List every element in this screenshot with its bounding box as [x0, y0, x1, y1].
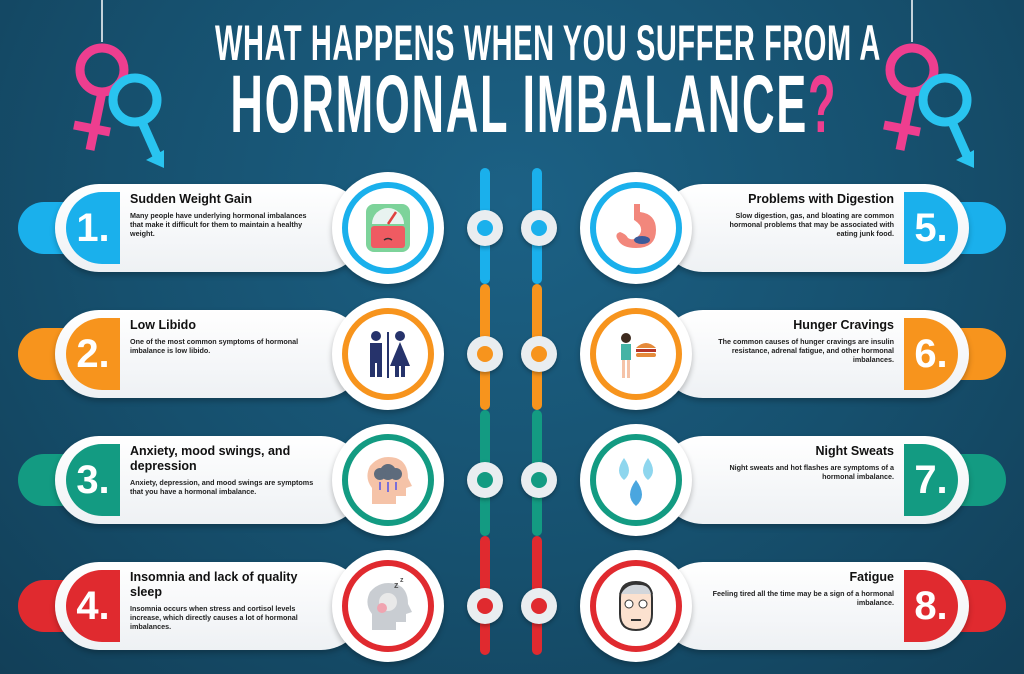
- icon-badge: [580, 550, 692, 662]
- item-number: 7.: [904, 444, 958, 516]
- timeline-node: [467, 588, 503, 624]
- item-heading: Hunger Cravings: [793, 318, 894, 332]
- icon-badge: [332, 172, 444, 284]
- item-number: 6.: [904, 318, 958, 390]
- symptom-item: 6. Hunger Cravings The common causes of …: [0, 298, 1024, 410]
- title-line-2: HORMONAL IMBALANCE?: [230, 58, 835, 152]
- item-text: Fatigue Feeling tired all the time may b…: [709, 570, 894, 607]
- timeline-node: [467, 336, 503, 372]
- item-description: Insomnia occurs when stress and cortisol…: [130, 604, 298, 631]
- item-number: 1.: [66, 192, 120, 264]
- icon-badge: [332, 424, 444, 536]
- item-description: One of the most common symptoms of hormo…: [130, 337, 299, 355]
- timeline-node: [521, 210, 557, 246]
- symptom-item: 3. Anxiety, mood swings, and depression …: [0, 424, 1024, 536]
- tired-face-icon: [619, 580, 653, 632]
- item-heading: Low Libido: [130, 318, 196, 332]
- item-number: 3.: [66, 444, 120, 516]
- item-heading: Anxiety, mood swings, and depression: [130, 444, 291, 473]
- item-text: Hunger Cravings The common causes of hun…: [709, 318, 894, 364]
- svg-text:z: z: [400, 577, 404, 584]
- item-text: Low Libido One of the most common sympto…: [130, 318, 315, 355]
- symptom-item: 7. Night Sweats Night sweats and hot fla…: [0, 424, 1024, 536]
- gender-symbols-icon: [73, 0, 164, 168]
- item-number: 4.: [66, 570, 120, 642]
- scale-icon: [366, 204, 410, 252]
- item-text: Night Sweats Night sweats and hot flashe…: [709, 444, 894, 481]
- icon-badge: [580, 172, 692, 284]
- item-text: Anxiety, mood swings, and depression Anx…: [130, 444, 315, 496]
- item-text: Insomnia and lack of quality sleep Insom…: [130, 570, 315, 631]
- burger-craving-icon: [621, 333, 656, 378]
- title-main: HORMONAL IMBALANCE: [230, 59, 808, 150]
- item-heading: Insomnia and lack of quality sleep: [130, 570, 298, 599]
- icon-badge: [580, 424, 692, 536]
- icon-badge: [580, 298, 692, 410]
- sweat-drops-icon: [619, 458, 653, 506]
- symptom-item: 5. Problems with Digestion Slow digestio…: [0, 172, 1024, 284]
- question-mark: ?: [807, 59, 838, 150]
- item-description: Many people have underlying hormonal imb…: [130, 211, 307, 238]
- symptom-item: 2. Low Libido One of the most common sym…: [0, 298, 1024, 410]
- item-description: Slow digestion, gas, and bloating are co…: [729, 211, 894, 238]
- timeline-node: [521, 462, 557, 498]
- timeline-node: [521, 588, 557, 624]
- item-heading: Problems with Digestion: [748, 192, 894, 206]
- item-description: Feeling tired all the time may be a sign…: [712, 589, 894, 607]
- title-line-1: WHAT HAPPENS WHEN YOU SUFFER FROM A: [215, 15, 881, 71]
- timeline-node: [467, 462, 503, 498]
- man-woman-icon: [370, 331, 410, 378]
- gender-symbols-icon-right: [883, 0, 974, 168]
- symptom-item: 1. Sudden Weight Gain Many people have u…: [0, 172, 1024, 284]
- svg-text:z: z: [394, 580, 399, 590]
- item-heading: Night Sweats: [815, 444, 895, 458]
- timeline-node: [521, 336, 557, 372]
- item-description: Night sweats and hot flashes are symptom…: [729, 463, 894, 481]
- stomach-icon: [616, 204, 656, 248]
- item-number: 2.: [66, 318, 120, 390]
- item-description: Anxiety, depression, and mood swings are…: [130, 478, 314, 496]
- head-raincloud-icon: [367, 457, 412, 504]
- icon-badge: [332, 298, 444, 410]
- item-description: The common causes of hunger cravings are…: [718, 337, 894, 364]
- item-text: Sudden Weight Gain Many people have unde…: [130, 192, 315, 238]
- item-text: Problems with Digestion Slow digestion, …: [709, 192, 894, 238]
- item-number: 5.: [904, 192, 958, 264]
- item-heading: Fatigue: [849, 570, 894, 584]
- timeline-node: [467, 210, 503, 246]
- item-heading: Sudden Weight Gain: [130, 192, 252, 206]
- symptom-item: 4. Insomnia and lack of quality sleep In…: [0, 550, 1024, 662]
- symptom-item: 8. Fatigue Feeling tired all the time ma…: [0, 550, 1024, 662]
